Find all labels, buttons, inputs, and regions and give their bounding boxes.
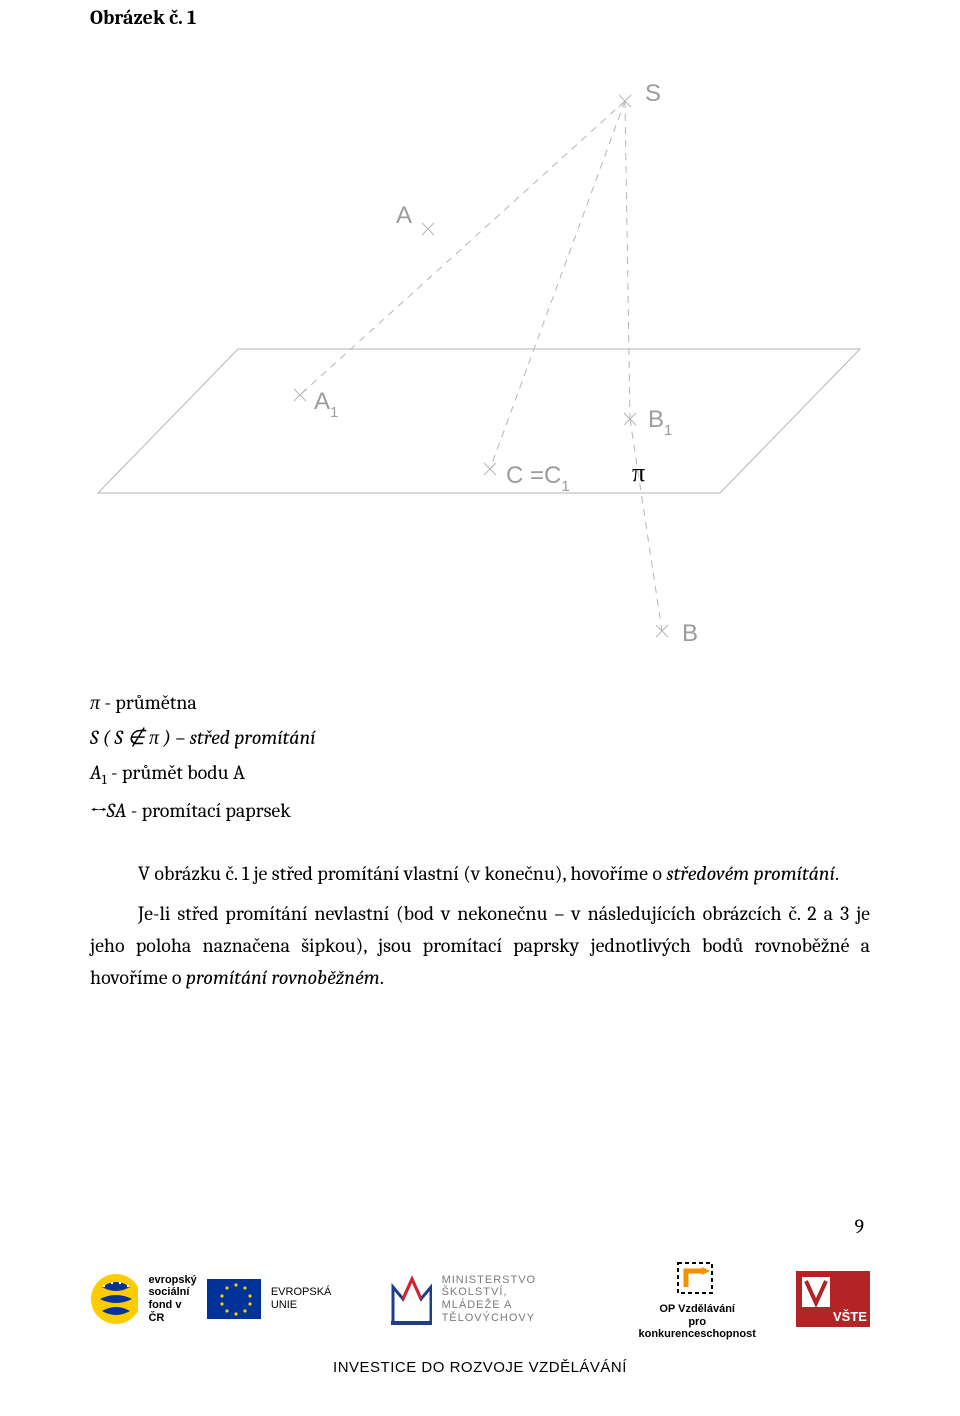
logo-vste: VŠTE [796,1271,870,1327]
op-icon [672,1257,722,1301]
logo-esf-eu: evropský sociální fond v ČR EVROPSKÁ UNI… [90,1273,355,1325]
esf-icon [90,1273,138,1325]
svg-text:VŠTE: VŠTE [833,1309,867,1324]
ray-s-a1 [300,101,625,395]
footer-tagline: INVESTICE DO ROZVOJE VZDĚLÁVÁNÍ [333,1359,627,1376]
paragraph-1: V obrázku č. 1 je střed promítání vlastn… [90,858,870,890]
label-s: S [645,80,661,107]
ray-s-c [490,101,625,469]
notation-pi: π - průmětna [90,687,870,718]
msmt-icon [389,1271,432,1327]
point-b [656,625,668,637]
footer: evropský sociální fond v ČR EVROPSKÁ UNI… [0,1257,960,1376]
body-text: V obrázku č. 1 je střed promítání vlastn… [90,858,870,994]
label-a1: A1 [314,388,338,421]
op-text: OP Vzdělávání pro konkurenceschopnost [632,1303,762,1341]
logo-msmt: MINISTERSTVO ŠKOLSTVÍ, MLÁDEŽE A TĚLOVÝC… [389,1271,599,1327]
page-number: 9 [854,1215,864,1238]
projection-diagram: S A A1 C =C1 B1 B π [90,39,870,659]
msmt-text: MINISTERSTVO ŠKOLSTVÍ, MLÁDEŽE A TĚLOVÝC… [442,1274,599,1325]
paragraph-2: Je-li střed promítání nevlastní (bod v n… [90,898,870,994]
notation-block: π - průmětna S ( S ∉ π ) – střed promítá… [90,687,870,826]
esf-text: evropský sociální fond v ČR [148,1274,196,1325]
point-c [484,463,496,475]
notation-sa: ↔SA - promítací paprsek [90,795,870,826]
point-a1 [294,389,306,401]
point-a [422,223,434,235]
notation-s: S ( S ∉ π ) – střed promítání [90,722,870,753]
label-b: B [682,620,698,647]
ray-s-b1-upper [625,101,630,419]
label-c: C =C1 [506,462,570,495]
ray-b1-b [630,419,662,631]
vste-icon: VŠTE [796,1271,870,1327]
notation-a1: A1 - průmět bodu A [90,757,870,791]
projection-plane [98,349,860,493]
label-b1: B1 [648,406,672,439]
eu-flag-icon [207,1279,261,1319]
logo-op: OP Vzdělávání pro konkurenceschopnost [632,1257,762,1341]
eu-text: EVROPSKÁ UNIE [271,1286,355,1311]
label-a: A [396,202,412,229]
label-pi: π [632,458,645,487]
figure-caption: Obrázek č. 1 [90,6,870,29]
